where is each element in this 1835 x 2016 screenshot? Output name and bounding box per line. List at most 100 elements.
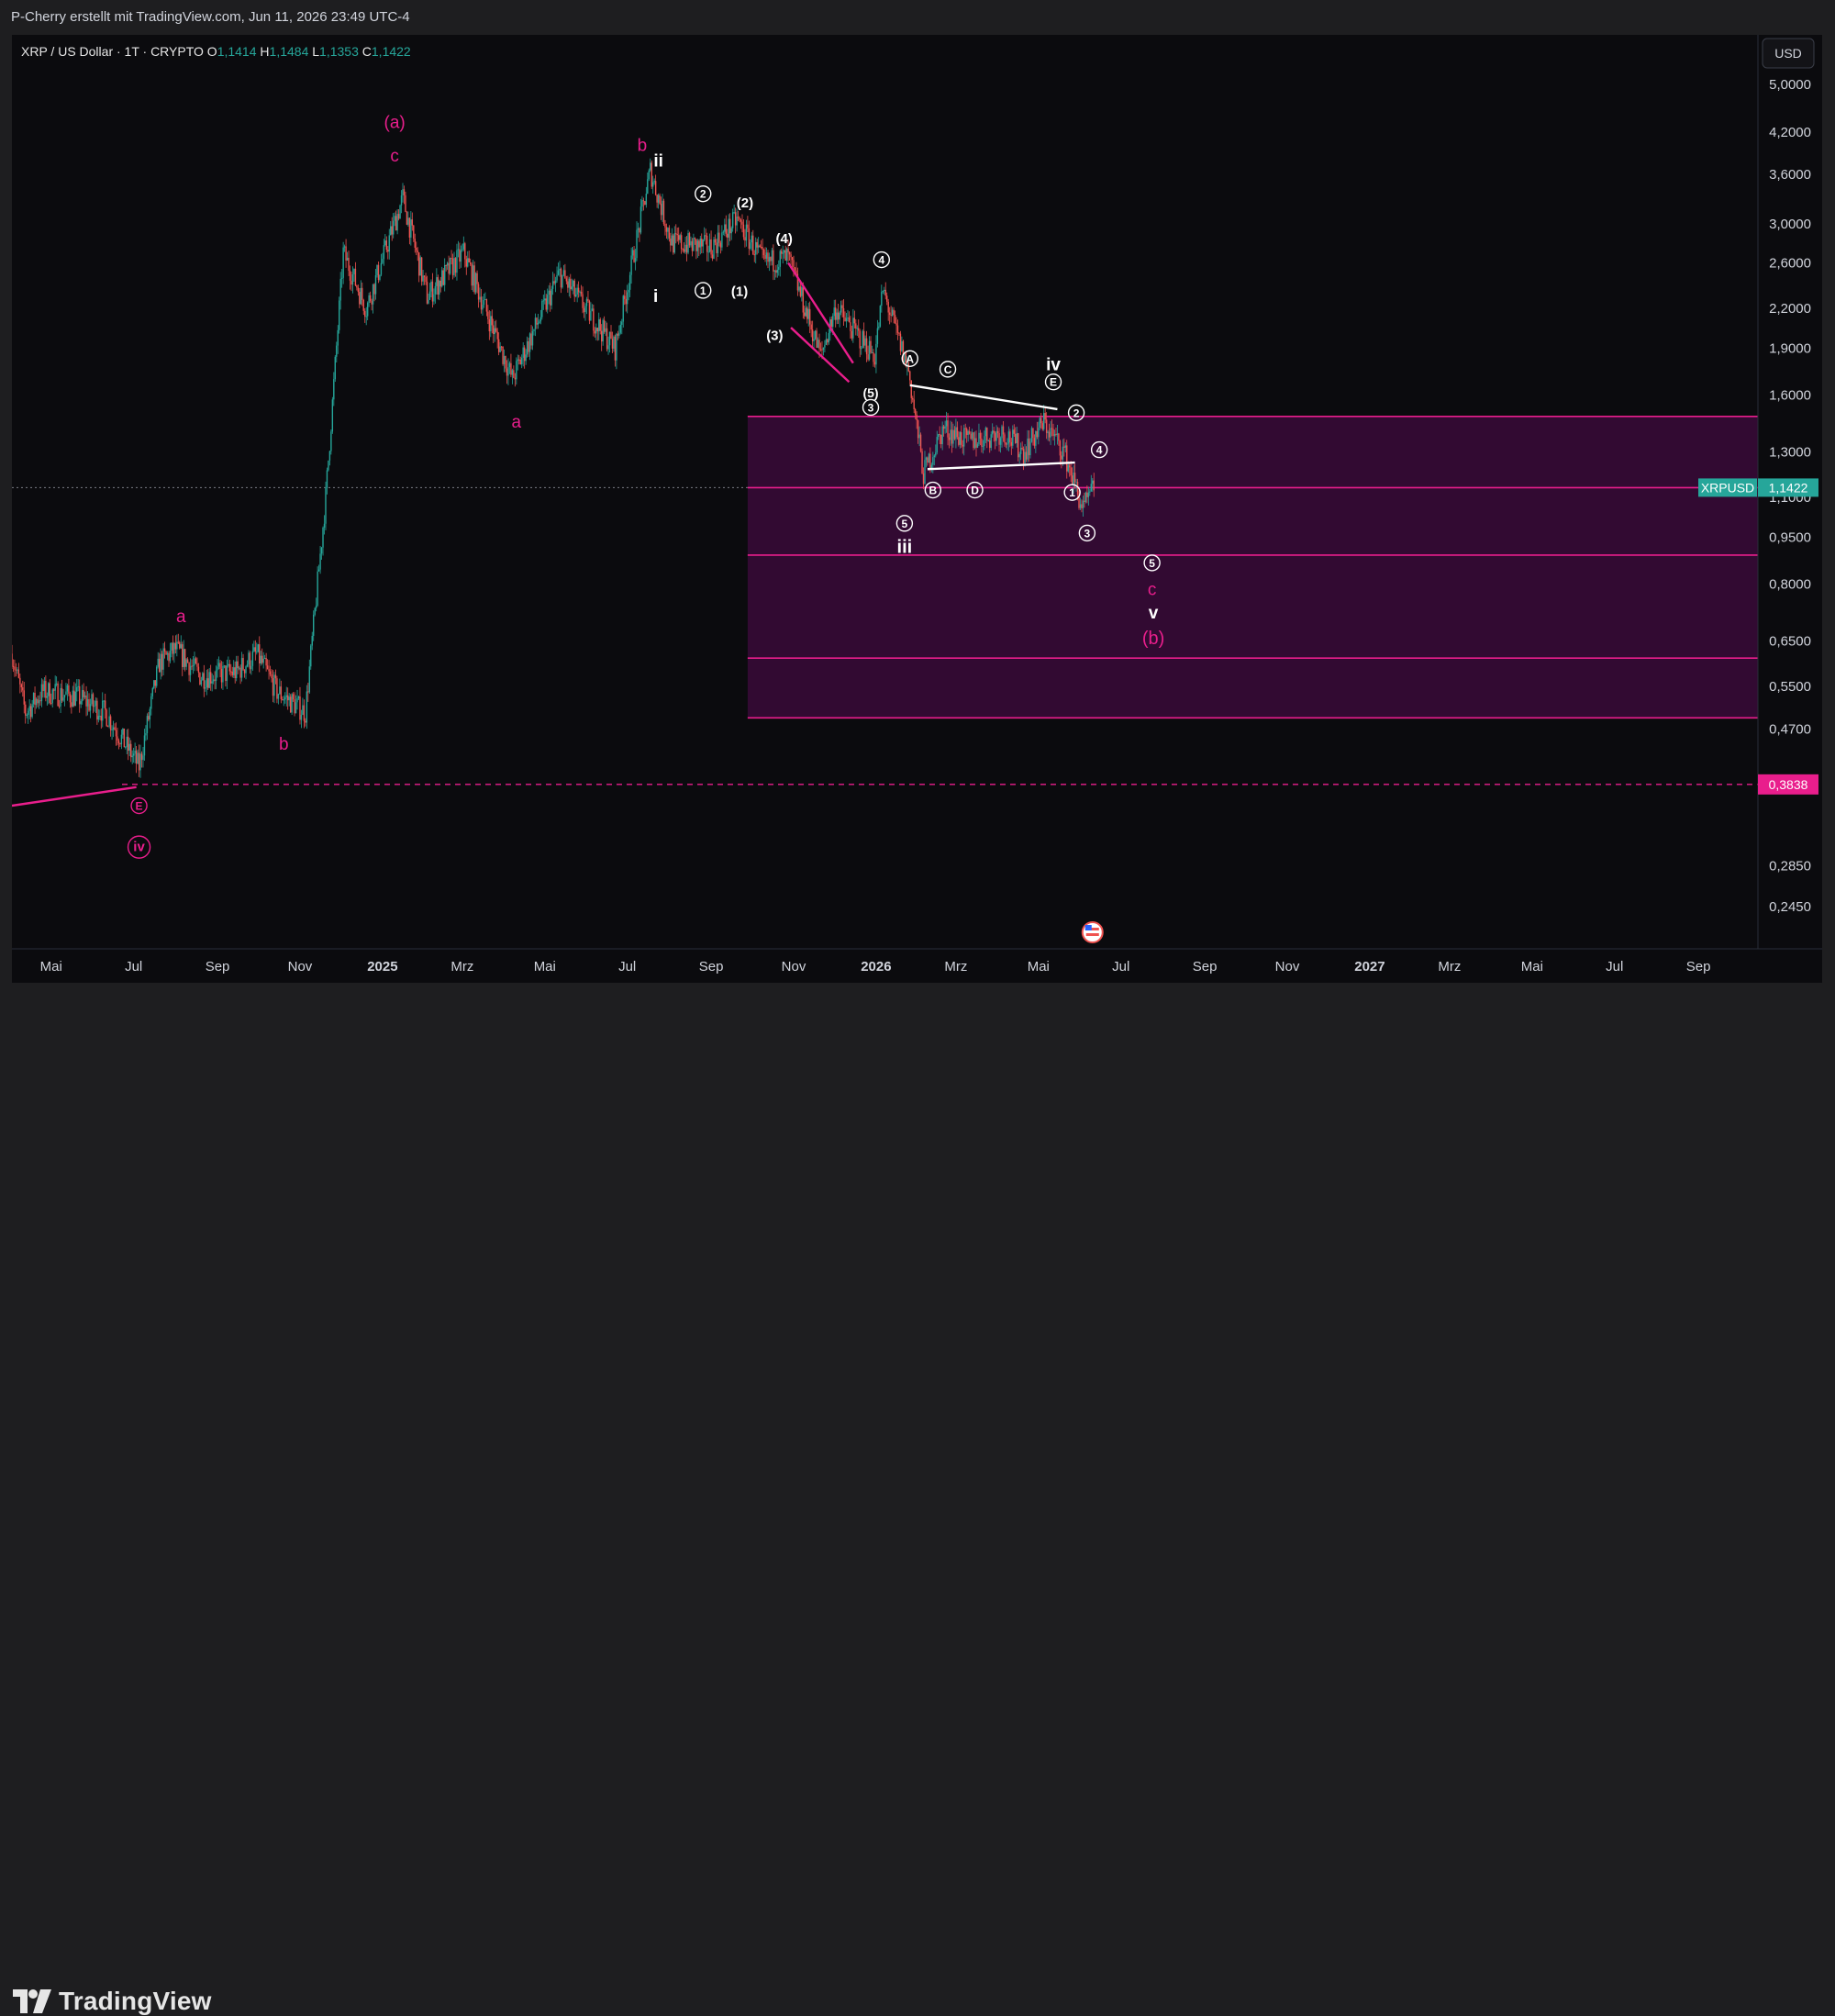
candle [254, 640, 257, 661]
wave-label-circle [895, 515, 914, 532]
candle [231, 666, 233, 678]
wave-label-text: iv [1046, 355, 1061, 374]
candle [207, 669, 209, 690]
candle-body [622, 295, 624, 322]
wave-label: b [638, 136, 648, 155]
candle [366, 301, 369, 321]
candle [740, 218, 742, 229]
candle [876, 319, 879, 348]
candle-body [813, 339, 815, 341]
candle-body [952, 429, 954, 444]
candle [687, 229, 689, 255]
candle-body [1089, 491, 1091, 493]
candle [457, 240, 460, 258]
candle [1010, 438, 1013, 455]
candle-body [397, 214, 400, 219]
candle-body [554, 280, 557, 284]
candle-body [305, 720, 306, 723]
candle-body [968, 430, 971, 434]
candle-body [233, 667, 235, 675]
candle-body [1061, 455, 1062, 460]
candle-body [906, 363, 908, 366]
candle [208, 667, 210, 689]
candle [1089, 488, 1091, 496]
candle [422, 270, 424, 286]
candle-body [795, 270, 797, 274]
candle [369, 291, 372, 303]
candle-body [83, 695, 86, 697]
time-axis [12, 949, 1822, 983]
candle [246, 660, 249, 668]
candle [96, 697, 98, 725]
candle-body [851, 330, 853, 339]
candle-body [884, 289, 886, 296]
candle [722, 229, 725, 236]
candle-body [760, 247, 762, 249]
candle-body [814, 330, 817, 340]
candle-body [128, 743, 130, 752]
candle-body [377, 264, 380, 281]
candle-body [299, 696, 301, 720]
x-tick-label: Mai [40, 959, 62, 975]
candle-body [1092, 480, 1094, 485]
candle [690, 236, 692, 248]
x-tick-label: 2026 [861, 959, 891, 975]
candle-body [239, 667, 241, 678]
candle [958, 430, 960, 447]
candle [990, 431, 992, 451]
candle-body [1051, 428, 1053, 429]
candle [220, 661, 223, 689]
candle [399, 204, 401, 219]
candle-body [856, 328, 858, 329]
candle [68, 678, 70, 696]
candle-body [188, 663, 190, 675]
wave-label-circle [1090, 440, 1108, 459]
candles [11, 158, 1095, 778]
candle-body [568, 278, 571, 288]
candle-body [351, 274, 354, 285]
candle [471, 262, 473, 291]
candle [539, 309, 542, 325]
candle [346, 251, 349, 262]
currency-button[interactable]: USD [1762, 38, 1815, 69]
candle-body [782, 252, 784, 254]
candle-body [639, 206, 642, 233]
wave-label-text: B [929, 485, 937, 497]
candle [261, 648, 263, 665]
candle [971, 429, 973, 441]
candle-body [222, 665, 224, 683]
candle [878, 322, 880, 330]
candle [505, 355, 506, 373]
candle [995, 425, 997, 447]
candle-body [408, 217, 411, 238]
candle [300, 709, 303, 729]
candle-body [779, 251, 781, 267]
candle-body [676, 234, 678, 236]
price-axis [1758, 35, 1822, 983]
candle-body [112, 727, 115, 730]
wave-label-text: a [512, 413, 522, 432]
candle [439, 276, 441, 293]
candle [1016, 427, 1018, 448]
candle-body [916, 414, 918, 421]
candle [968, 427, 971, 435]
candle [35, 697, 38, 709]
x-tick-label: Mrz [944, 959, 967, 975]
wave-label-text: b [638, 136, 648, 155]
tradingview-logo[interactable]: TradingView [13, 1987, 212, 2016]
candle [525, 349, 527, 365]
candle-body [751, 235, 753, 243]
candle [577, 281, 580, 298]
wave-label: 4 [1090, 440, 1108, 459]
candle [462, 236, 465, 251]
candle [311, 631, 313, 651]
candle [46, 692, 49, 706]
candle-body [99, 716, 101, 718]
candle [624, 289, 626, 306]
candle-body [369, 295, 372, 301]
candle [287, 687, 289, 710]
candle [497, 332, 500, 356]
candle [951, 421, 953, 453]
